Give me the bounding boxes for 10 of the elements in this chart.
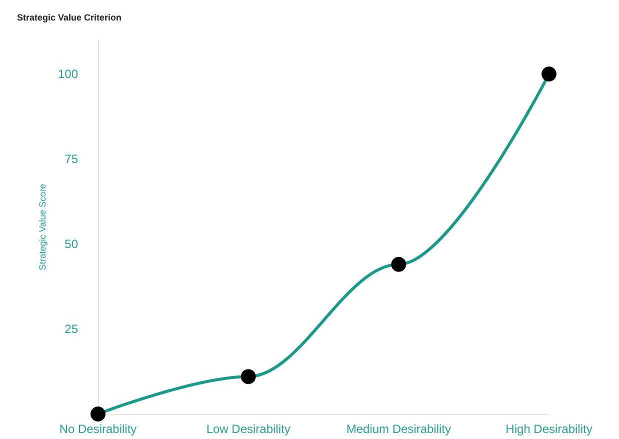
y-tick-label: 25 — [64, 322, 78, 336]
y-axis-title: Strategic Value Score — [38, 184, 48, 270]
y-tick-label: 75 — [64, 152, 78, 166]
x-tick-label: High Desirability — [506, 422, 592, 436]
x-tick-label: Medium Desirability — [346, 422, 452, 436]
x-tick-label: Low Desirability — [206, 422, 290, 436]
y-tick-label: 50 — [64, 237, 78, 251]
chart-title: Strategic Value Criterion — [17, 12, 122, 22]
y-tick-label: 100 — [58, 67, 78, 81]
x-tick-label: No Desirability — [59, 422, 137, 436]
